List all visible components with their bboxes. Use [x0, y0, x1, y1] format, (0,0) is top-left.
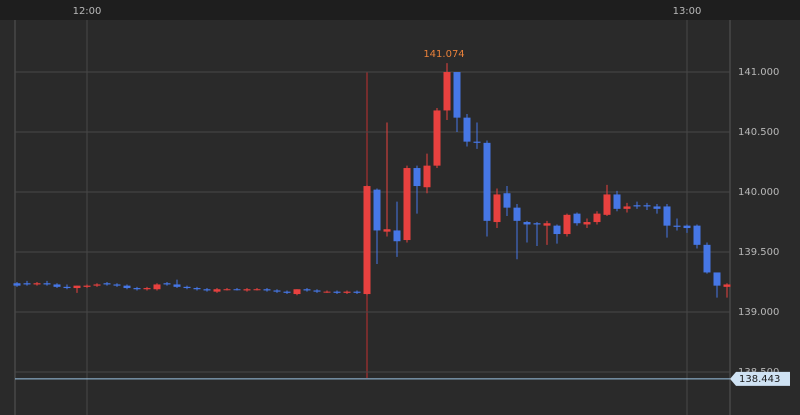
candle-body — [233, 289, 241, 291]
candle-body — [133, 288, 141, 290]
candle-body — [423, 165, 431, 188]
candle-body — [643, 205, 651, 207]
candle-body — [443, 72, 451, 111]
candle-body — [283, 291, 291, 293]
candle-body — [483, 142, 491, 221]
candle-body — [213, 289, 221, 292]
candle-body — [533, 223, 541, 225]
candle-body — [503, 193, 511, 208]
candle-body — [723, 284, 731, 287]
candle-body — [193, 288, 201, 290]
candle-body — [273, 290, 281, 292]
candle-body — [83, 285, 91, 287]
time-bar — [0, 0, 800, 20]
candle-body — [623, 206, 631, 209]
candle-body — [663, 206, 671, 226]
candle-body — [613, 194, 621, 209]
candle-body — [373, 189, 381, 231]
candle-body — [103, 283, 111, 285]
x-tick-label: 12:00 — [73, 6, 102, 17]
candle-body — [413, 168, 421, 187]
candle-body — [453, 72, 461, 118]
candle-body — [303, 289, 311, 291]
candle-body — [143, 288, 151, 290]
candle-body — [63, 286, 71, 289]
last-price-label: 138.443 — [739, 374, 780, 385]
candle-body — [693, 225, 701, 245]
y-tick-label: 139.500 — [738, 247, 779, 258]
y-tick-label: 140.000 — [738, 187, 779, 198]
y-tick-label: 140.500 — [738, 127, 779, 138]
candle-body — [313, 290, 321, 292]
candle-body — [513, 207, 521, 221]
candle-body — [683, 225, 691, 229]
candle-body — [433, 110, 441, 166]
candle-body — [583, 222, 591, 225]
candle-body — [393, 230, 401, 242]
candle-body — [563, 214, 571, 235]
candle-body — [203, 289, 211, 291]
candle-body — [593, 213, 601, 223]
candle-body — [333, 291, 341, 293]
candle-body — [603, 194, 611, 215]
candle-body — [173, 284, 181, 287]
candle-body — [183, 286, 191, 289]
last-price-box — [730, 371, 790, 386]
candle-body — [673, 225, 681, 227]
candle-body — [473, 141, 481, 143]
candle-body — [163, 283, 171, 285]
candle-body — [123, 285, 131, 289]
candle-body — [543, 223, 551, 226]
y-tick-label: 141.000 — [738, 67, 779, 78]
candle-body — [573, 213, 581, 224]
candle-body — [463, 117, 471, 142]
candle-body — [403, 168, 411, 241]
y-tick-label: 139.000 — [738, 307, 779, 318]
candle-body — [293, 289, 301, 295]
candle-body — [353, 291, 361, 293]
candle-body — [653, 206, 661, 209]
candle-body — [713, 272, 721, 286]
candle-body — [633, 205, 641, 207]
candle-body — [243, 289, 251, 291]
candle-body — [263, 289, 271, 291]
high-annotation: 141.074 — [423, 49, 464, 60]
candle-body — [343, 291, 351, 293]
x-tick-label: 13:00 — [673, 6, 702, 17]
candle-body — [253, 289, 261, 291]
candle-body — [13, 283, 21, 286]
candle-body — [73, 285, 81, 289]
candle-body — [383, 229, 391, 232]
candle-body — [493, 194, 501, 223]
candle-body — [93, 284, 101, 286]
candle-body — [43, 283, 51, 285]
candle-body — [223, 289, 231, 291]
candle-body — [33, 283, 41, 285]
candle-body — [113, 284, 121, 286]
candle-body — [53, 284, 61, 287]
candle-body — [523, 222, 531, 225]
candle-body — [323, 291, 331, 293]
candle-body — [553, 225, 561, 235]
candle-body — [363, 186, 371, 295]
candle-body — [703, 244, 711, 273]
candle-body — [153, 284, 161, 290]
candle-body — [23, 283, 31, 285]
